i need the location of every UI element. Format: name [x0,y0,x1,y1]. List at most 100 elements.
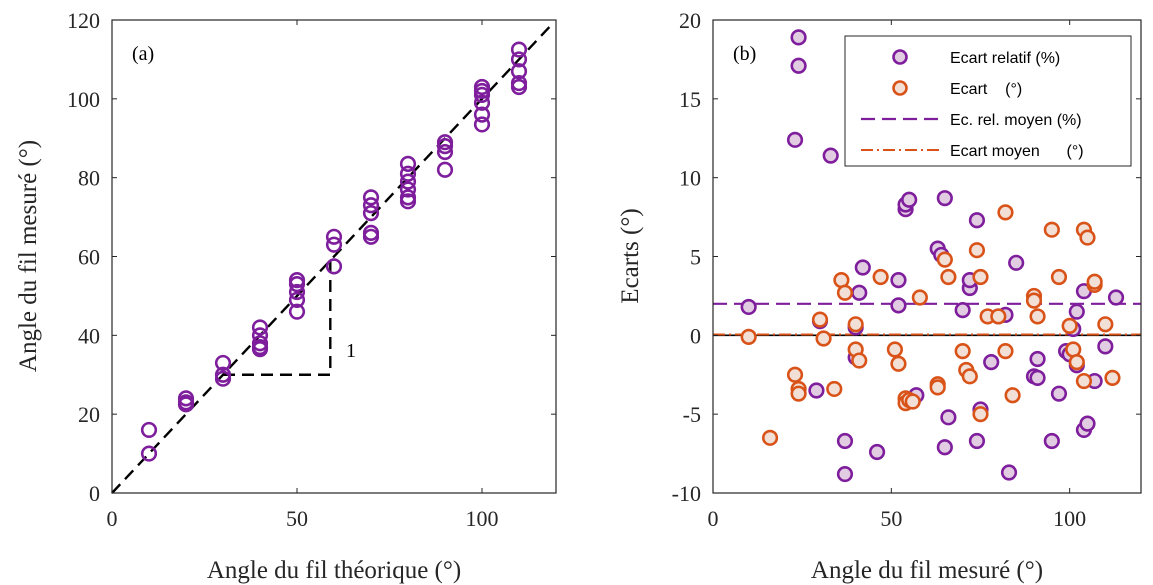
data-point [288,291,306,308]
point-ecart [811,311,829,328]
panel-a-xlabel: Angle du fil théorique (°) [207,557,461,584]
point-ecart-relatif [790,57,807,74]
point-ecart-relatif [851,284,868,301]
point-ecart-relatif [1097,338,1114,355]
x-tick-label: 0 [107,506,118,531]
data-point [288,275,306,293]
point-ecart [1075,372,1093,390]
legend-label-ecart: Ecart (°) [950,81,1022,98]
data-point [399,173,417,190]
panel-a-slope-label: 1 [346,340,356,362]
data-point [251,319,269,336]
point-ecart-relatif [868,443,886,461]
y-tick-label: 40 [78,323,100,348]
data-point [362,205,380,222]
y-tick-label: 0 [690,323,701,348]
point-ecart [968,242,986,259]
y-tick-label: 20 [679,8,701,33]
data-point [214,354,232,372]
point-ecart [1029,308,1046,325]
data-point [399,155,417,172]
data-point [325,228,343,245]
panel-b-ticks: 0 50 100 -10 -5 0 5 10 15 20 [672,8,1141,531]
legend-label-ecart-relatif: Ecart relatif (%) [950,50,1060,67]
point-ecart-relatif [890,297,907,314]
point-ecart [961,368,978,385]
data-point [399,165,417,182]
data-point [214,370,232,387]
point-ecart-relatif [940,409,957,426]
point-ecart [929,379,946,396]
data-point [399,181,417,198]
point-ecart [786,366,804,383]
data-point [140,445,158,462]
data-point [288,303,306,320]
data-point [436,161,454,178]
point-ecart [1061,317,1078,334]
point-ecart-relatif [1043,432,1060,450]
data-point [288,283,306,301]
point-ecart [1050,268,1068,286]
y-tick-label: 80 [78,166,100,191]
data-point [473,106,491,123]
point-ecart [954,343,971,360]
data-point [510,41,528,58]
point-ecart [1025,292,1043,309]
point-ecart-relatif [786,131,804,148]
point-ecart-relatif [1079,415,1096,432]
point-ecart [972,268,989,286]
point-ecart [1104,369,1121,387]
point-ecart [1097,316,1114,333]
data-point [251,339,269,356]
panel-b-tag: (b) [733,43,756,65]
point-ecart-relatif [1000,464,1018,481]
data-point [362,189,380,206]
legend: Ecart relatif (%) Ecart (°) Ec. rel. moy… [844,35,1132,167]
point-ecart [936,251,953,268]
data-point [140,421,158,439]
point-ecart-relatif [901,191,918,208]
point-ecart-relatif [1008,254,1025,271]
panel-a-ylabel: Angle du fil mesuré (°) [15,140,42,372]
point-ecart [1079,229,1096,246]
x-tick-label: 100 [1053,506,1086,531]
point-ecart-relatif [1107,289,1125,306]
data-point [362,228,380,245]
point-ecart [911,289,928,306]
point-ecart-relatif [983,354,1000,371]
point-ecart-relatif [822,147,839,164]
point-ecart-relatif [740,298,757,316]
point-ecart [1043,221,1060,238]
y-tick-label: 100 [67,87,100,112]
point-ecart [972,406,989,423]
data-point [177,396,195,413]
data-point [325,258,343,275]
y-tick-label: 60 [78,245,100,270]
point-ecart-relatif [836,432,854,450]
data-point [362,197,380,214]
point-ecart-relatif [1068,303,1085,320]
data-point [473,116,491,133]
y-tick-label: 20 [78,402,100,427]
data-point [436,138,454,155]
point-ecart [836,284,854,301]
point-ecart [740,328,757,346]
x-tick-label: 0 [708,506,719,531]
point-ecart [1086,273,1103,290]
point-ecart-relatif [954,302,971,319]
point-ecart-relatif [936,190,953,207]
panel-b-xlabel: Angle du fil mesuré (°) [811,557,1043,584]
data-point [473,86,491,103]
x-tick-label: 50 [286,506,308,531]
point-ecart [872,268,889,286]
data-point [473,94,491,111]
point-ecart-relatif [854,259,871,276]
point-ecart [886,341,904,358]
panel-a-tag: (a) [132,43,154,65]
point-ecart [815,330,832,347]
point-ecart-relatif [808,382,825,399]
data-point [510,51,528,68]
point-ecart [1004,387,1021,404]
point-ecart-relatif [790,29,807,46]
x-tick-label: 100 [466,506,499,531]
